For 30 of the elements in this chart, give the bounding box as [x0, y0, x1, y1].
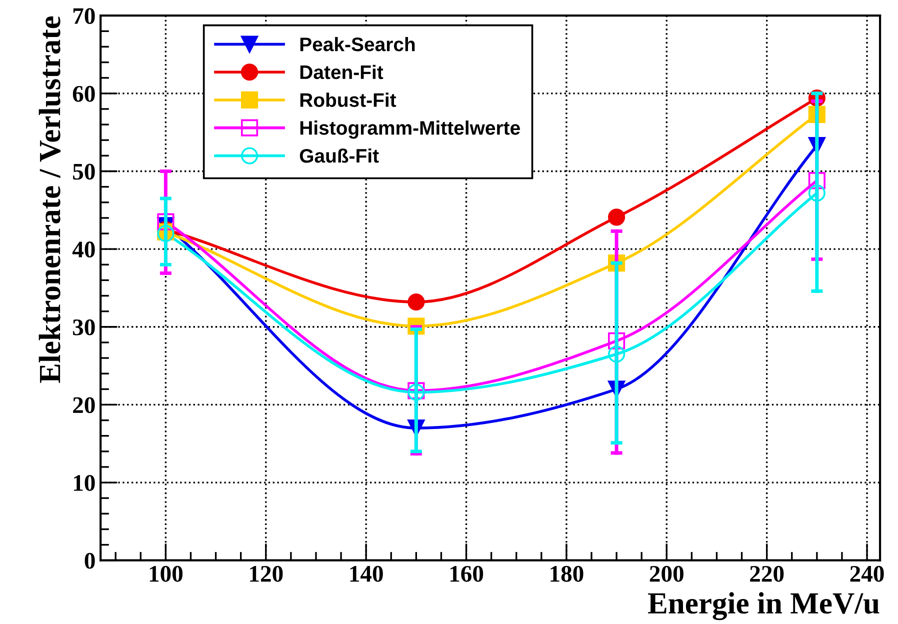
y-tick-label: 30 [72, 319, 95, 336]
y-tick-label: 60 [72, 86, 95, 102]
x-tick-label: 200 [650, 566, 684, 582]
x-tick-label: 100 [150, 566, 183, 582]
y-tick-label: 70 [73, 8, 95, 24]
x-tick-label: 120 [250, 566, 283, 582]
x-tick-label: 220 [750, 566, 784, 582]
point [157, 213, 174, 230]
x-tick-label: 240 [850, 566, 884, 582]
point [608, 332, 626, 350]
y-tick-label: 20 [73, 397, 95, 414]
legend-label: Peak-Search [300, 36, 415, 52]
point [808, 184, 826, 202]
y-tick-label: 10 [74, 475, 95, 491]
legend-label: Histogramm-Mittelwerte [300, 120, 520, 139]
legend-label: Gauß-Fit [300, 148, 379, 163]
y-tick-label: 50 [73, 164, 95, 180]
legend-label: Robust-Fit [300, 92, 396, 107]
legend-label: Daten-Fit [300, 64, 384, 80]
point [808, 172, 826, 190]
y-tick-label: 40 [72, 242, 95, 258]
point [608, 346, 626, 363]
x-axis-title: Energie in MeV/u [648, 592, 880, 620]
x-tick-label: 140 [350, 566, 383, 582]
x-tick-label: 180 [550, 566, 584, 582]
point [408, 293, 425, 311]
y-axis-title: Elektronenrate / Verlustrate [38, 16, 61, 383]
point [608, 208, 626, 226]
y-tick-label: 0 [84, 552, 95, 569]
x-tick-label: 160 [450, 566, 484, 582]
